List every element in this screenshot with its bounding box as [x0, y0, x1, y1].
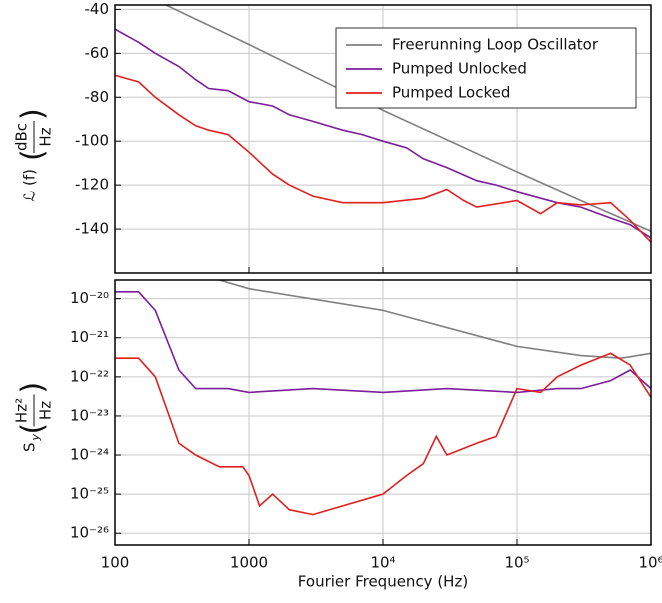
- y-tick-label: -100: [75, 132, 109, 150]
- y-tick-label: -80: [85, 88, 110, 106]
- paren: ): [16, 382, 51, 394]
- y-tick-label: 10⁻²²: [70, 367, 109, 385]
- y-tick-label: 10⁻²⁴: [70, 446, 109, 464]
- y-tick-label: 10⁻²⁰: [70, 289, 109, 307]
- y-tick-label: -60: [85, 44, 110, 62]
- y-tick-label: -140: [75, 220, 109, 238]
- y-axis-label: ℒ (f) (dBc Hz): [13, 108, 55, 201]
- y-label-numerator: Hz²: [13, 398, 31, 423]
- legend-label: Pumped Unlocked: [392, 60, 527, 78]
- x-tick-label: 10⁶: [638, 554, 662, 572]
- y-label-symbol: ℒ (f): [21, 169, 39, 202]
- x-tick-label: 100: [101, 554, 130, 572]
- paren: (: [16, 149, 51, 161]
- y-axis-label: Sy(Hz² Hz): [13, 382, 55, 452]
- y-label-denominator: Hz: [37, 401, 55, 420]
- y-tick-label: 10⁻²⁶: [70, 524, 109, 542]
- x-axis-label: Fourier Frequency (Hz): [298, 573, 468, 591]
- legend-label: Pumped Locked: [392, 84, 510, 102]
- y-tick-label: -40: [85, 0, 110, 18]
- x-tick-label: 1000: [230, 554, 268, 572]
- y-tick-label: -120: [75, 176, 109, 194]
- plot-frame: [114, 4, 652, 274]
- y-label-numerator: dBc: [13, 123, 31, 151]
- y-label-subscript: y: [29, 434, 42, 442]
- plot-frame: [114, 279, 652, 546]
- paren: (: [16, 423, 51, 435]
- y-tick-label: 10⁻²³: [70, 406, 109, 424]
- legend-box: [335, 27, 637, 109]
- x-tick-label: 10⁴: [370, 554, 395, 572]
- series-line: [115, 74, 651, 243]
- legend-label: Freerunning Loop Oscillator: [392, 36, 599, 54]
- series-line: [164, 5, 651, 233]
- series-line: [216, 280, 651, 360]
- x-tick-label: 10⁵: [504, 554, 529, 572]
- y-label-denominator: Hz: [37, 127, 55, 146]
- series-line: [115, 352, 651, 516]
- paren: ): [16, 108, 51, 120]
- series-line: [115, 291, 651, 394]
- y-tick-label: 10⁻²⁵: [70, 485, 109, 503]
- y-tick-label: 10⁻²¹: [70, 328, 109, 346]
- y-label-symbol: S: [21, 443, 39, 453]
